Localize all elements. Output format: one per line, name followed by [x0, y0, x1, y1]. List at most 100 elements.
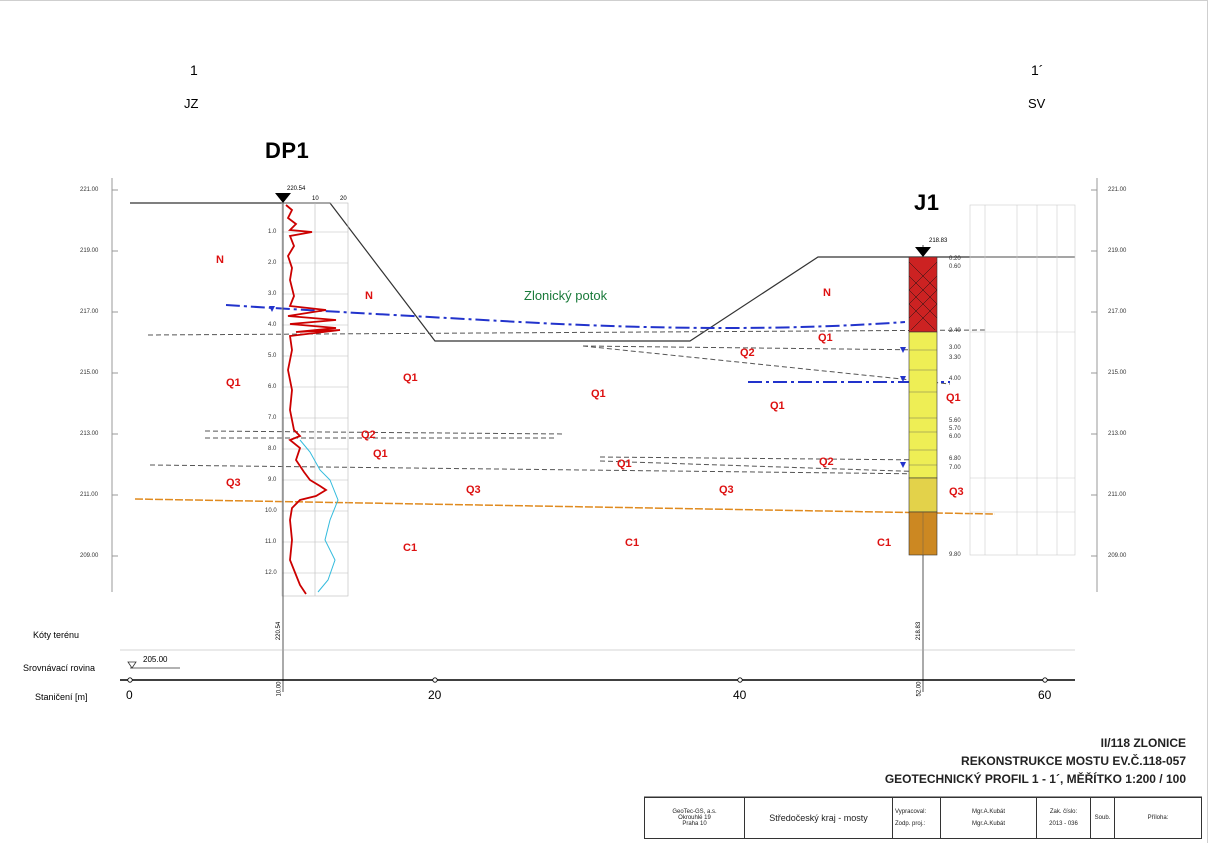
layer-n-mid: N	[365, 290, 373, 302]
j1-top-elevation: 218.83	[929, 238, 948, 244]
right-elevation-ticks	[1091, 189, 1097, 557]
dp1-depth-3: 4.0	[268, 322, 277, 328]
company-address-1: Okrouhlé 19	[678, 815, 711, 821]
title-block-annex: Příloha:	[1115, 798, 1201, 838]
elev-right-0: 221.00	[1108, 187, 1127, 193]
j1-depth-7: 5.70	[949, 426, 961, 432]
dp1-depth-4: 5.0	[268, 353, 277, 359]
dp1-depth-9: 10.0	[265, 508, 277, 514]
j1-depth-8: 6.00	[949, 434, 961, 440]
j1-data-table	[969, 204, 1076, 556]
dp1-scale-20: 20	[340, 196, 347, 202]
station-dp1-value: 10.00	[276, 681, 283, 697]
station-ticks	[127, 677, 1048, 683]
layer-q1-5: Q1	[818, 332, 833, 344]
title-block-client: Středočeský kraj - mosty	[745, 798, 893, 838]
dp1-log-primary	[285, 204, 341, 595]
dp1-log-secondary	[299, 439, 339, 593]
j1-depth-0: 0.20	[949, 256, 961, 262]
section-start-direction: JZ	[184, 96, 199, 111]
station-60: 60	[1038, 688, 1052, 702]
layer-n-right: N	[823, 287, 831, 299]
datum-marker	[127, 661, 137, 669]
layer-boundaries	[147, 329, 986, 475]
dp1-depth-10: 11.0	[265, 539, 277, 545]
j1-depth-5: 4.00	[949, 376, 961, 382]
title-line-2: REKONSTRUKCE MOSTU EV.Č.118-057	[961, 754, 1186, 768]
layer-n-left: N	[216, 254, 224, 266]
layer-q1-7: Q1	[373, 448, 388, 460]
layer-q1-4: Q1	[770, 400, 785, 412]
j1-layer-q1	[908, 331, 938, 479]
prepared-name: Mgr.A.Kubát	[971, 809, 1006, 815]
j1-depth-2: 2.40	[949, 328, 961, 334]
dp1-depth-2: 3.0	[268, 291, 277, 297]
elev-right-4: 213.00	[1108, 431, 1127, 437]
elev-right-2: 217.00	[1108, 309, 1127, 315]
dp1-depth-8: 9.0	[268, 477, 277, 483]
j1-depth-1: 0.60	[949, 264, 961, 270]
layer-q3-2: Q3	[466, 484, 481, 496]
terrain-dp1-value: 220.54	[276, 621, 283, 641]
layer-c1-1: C1	[403, 542, 418, 554]
j1-layer-q3	[908, 477, 938, 513]
j1-depth-9: 6.80	[949, 456, 961, 462]
dp1-top-elevation: 220.54	[287, 186, 306, 192]
layer-q1-1: Q1	[226, 377, 241, 389]
elev-right-3: 215.00	[1108, 370, 1127, 376]
prepared-label: Vypracoval:	[895, 809, 927, 815]
elev-left-0: 221.00	[80, 187, 99, 193]
order-value: 2013 - 036	[1049, 821, 1078, 827]
terrain-row-label: Kóty terénu	[33, 630, 80, 640]
j1-depth-10: 7.00	[949, 465, 961, 471]
elev-right-6: 209.00	[1108, 553, 1127, 559]
dp1-scale-10: 10	[312, 196, 319, 202]
dp1-depth-7: 8.0	[268, 446, 277, 452]
station-20: 20	[428, 688, 442, 702]
layer-q3-3: Q3	[719, 484, 734, 496]
company-address-2: Praha 10	[682, 821, 707, 827]
j1-top-marker	[915, 247, 931, 257]
layer-q2-1: Q2	[740, 347, 755, 359]
title-line-1: II/118 ZLONICE	[1100, 736, 1186, 750]
layer-q1-3: Q1	[591, 388, 606, 400]
responsible-name: Mgr.A.Kubát	[971, 821, 1006, 827]
layer-q1-2: Q1	[403, 372, 418, 384]
elev-right-1: 219.00	[1108, 248, 1127, 254]
title-block-role-names: Mgr.A.Kubát Mgr.A.Kubát	[941, 798, 1037, 838]
station-row-label: Staničení [m]	[35, 692, 88, 702]
layer-q2-2: Q2	[361, 429, 376, 441]
elev-left-6: 209.00	[80, 553, 99, 559]
j1-depth-11: 9.80	[949, 552, 961, 558]
j1-hatch	[908, 261, 938, 331]
elev-left-2: 217.00	[80, 309, 99, 315]
elev-left-1: 219.00	[80, 248, 99, 254]
datum-value: 205.00	[143, 655, 168, 664]
responsible-label: Zodp. proj.:	[895, 821, 926, 827]
section-start-number: 1	[190, 62, 198, 78]
layer-q1-6: Q1	[946, 392, 961, 404]
station-40: 40	[733, 688, 747, 702]
dp1-depth-6: 7.0	[268, 415, 277, 421]
layer-q3-1: Q3	[226, 477, 241, 489]
layer-q3-4: Q3	[949, 486, 964, 498]
title-block: GeoTec-GS, a.s. Okrouhlé 19 Praha 10 Stř…	[644, 797, 1202, 839]
j1-depth-4: 3.30	[949, 355, 961, 361]
layer-q2-3: Q2	[819, 456, 834, 468]
borehole-dp1-title: DP1	[265, 138, 310, 163]
dp1-depth-11: 12.0	[265, 570, 277, 576]
title-block-company: GeoTec-GS, a.s. Okrouhlé 19 Praha 10	[645, 798, 745, 838]
dp1-depth-1: 2.0	[268, 260, 277, 266]
annex-label: Příloha:	[1147, 815, 1169, 821]
layer-c1-2: C1	[625, 537, 640, 549]
borehole-j1-title: J1	[914, 190, 940, 215]
layer-q1-8: Q1	[617, 458, 632, 470]
j1-depth-3: 3.00	[949, 345, 961, 351]
datum-row-label: Srovnávací rovina	[23, 663, 96, 673]
title-block-order: Zak. číslo: 2013 - 036	[1037, 798, 1091, 838]
title-block-set: Soub.	[1091, 798, 1115, 838]
elev-left-5: 211.00	[80, 492, 98, 498]
station-0: 0	[126, 688, 133, 702]
terrain-j1-value: 218.83	[916, 621, 923, 641]
